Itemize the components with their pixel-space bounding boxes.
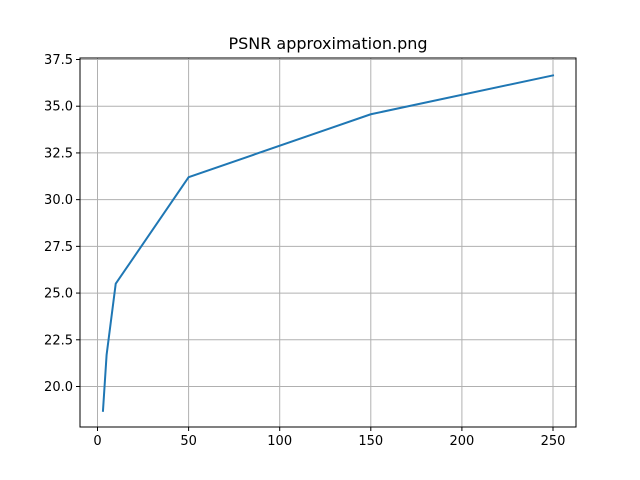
plot-frame (79, 57, 577, 428)
y-tick-label: 32.5 (44, 146, 73, 161)
x-tick-label: 100 (267, 434, 292, 449)
y-tick-label: 27.5 (44, 240, 73, 255)
series-layer (101, 74, 555, 412)
chart-title: PSNR approximation.png (228, 34, 427, 53)
grid (80, 58, 576, 427)
x-axis: 0 50 100 150 200 250 (93, 427, 565, 449)
x-tick-label: 50 (180, 434, 197, 449)
series-line (101, 74, 555, 412)
y-tick-label: 22.5 (44, 333, 73, 348)
y-tick-label: 25.0 (44, 287, 73, 302)
x-tick-label: 150 (358, 434, 383, 449)
y-axis: 20.0 22.5 25.0 27.5 30.0 32.5 35.0 37.5 (44, 53, 80, 395)
y-tick-label: 30.0 (44, 193, 73, 208)
y-tick-label: 35.0 (44, 100, 73, 115)
x-tick-label: 250 (541, 434, 566, 449)
y-tick-label: 20.0 (44, 380, 73, 395)
x-tick-label: 0 (93, 434, 101, 449)
x-tick-label: 200 (449, 434, 474, 449)
y-tick-label: 37.5 (44, 53, 73, 68)
